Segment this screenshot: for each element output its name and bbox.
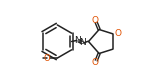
Text: O: O: [114, 29, 121, 38]
Text: O: O: [92, 16, 99, 25]
Text: O: O: [92, 58, 99, 67]
Text: ··: ··: [80, 41, 84, 47]
Text: N: N: [79, 38, 86, 47]
Text: N: N: [74, 36, 81, 45]
Text: O: O: [43, 54, 50, 63]
